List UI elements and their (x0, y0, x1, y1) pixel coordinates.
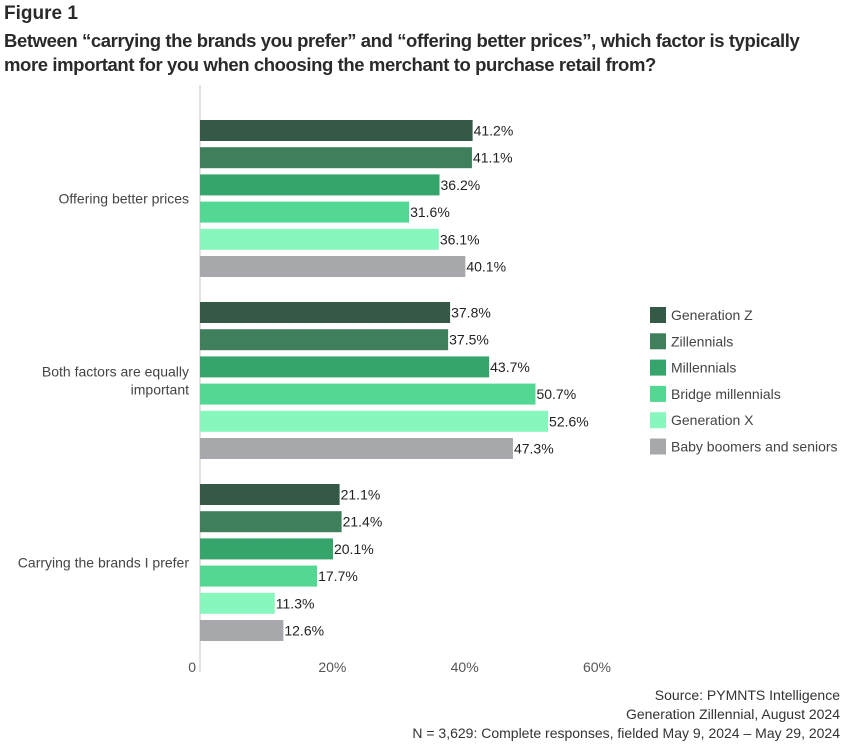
category-label: Carrying the brands I prefer (18, 555, 190, 571)
category-label-line: important (131, 382, 189, 398)
data-label: 17.7% (318, 568, 358, 584)
data-label: 40.1% (466, 259, 506, 275)
data-label: 12.6% (284, 623, 324, 639)
data-label: 41.1% (473, 150, 513, 166)
bar-bridge-millennials (200, 201, 410, 223)
category-label-line: Offering better prices (59, 191, 189, 207)
data-label: 11.3% (276, 595, 315, 611)
chart-title: Between “carrying the brands you prefer”… (4, 30, 800, 75)
category-label-line: Carrying the brands I prefer (18, 555, 190, 571)
figure-label: Figure 1 (4, 3, 78, 24)
bar-baby-boomers-and-seniors (200, 256, 466, 277)
x-tick-label: 60% (583, 659, 611, 675)
legend-swatch (650, 307, 666, 323)
data-label: 20.1% (334, 541, 374, 557)
legend-swatch (650, 385, 666, 402)
data-label: 43.7% (490, 359, 530, 375)
source-note: Source: PYMNTS Intelligence Generation Z… (412, 686, 840, 743)
bar-zillennials (200, 511, 342, 533)
bar-generation-x (200, 228, 439, 250)
legend-label: Bridge millennials (671, 386, 781, 402)
bar-zillennials (200, 329, 449, 351)
category-label-line: Both factors are equally (42, 364, 189, 380)
bar-generation-x (200, 592, 275, 614)
data-label: 36.2% (441, 177, 481, 193)
legend-swatch (650, 438, 666, 455)
bar-millennials (200, 174, 440, 196)
legend-label: Generation Z (671, 307, 753, 323)
data-label: 47.3% (514, 441, 554, 457)
legend-swatch (650, 359, 666, 376)
data-label: 36.1% (440, 231, 480, 247)
legend-swatch (650, 333, 666, 350)
x-tick-label: 0 (188, 659, 196, 675)
bar-generation-x (200, 410, 549, 432)
legend-swatch (650, 412, 666, 429)
category-label: Both factors are equally important (42, 364, 189, 398)
legend-label: Generation X (671, 412, 754, 428)
bar-millennials (200, 538, 333, 560)
bar-millennials (200, 356, 490, 378)
x-tick-label: 20% (318, 659, 346, 675)
source-line-1: Source: PYMNTS Intelligence (654, 687, 840, 703)
legend-label: Millennials (671, 360, 736, 376)
bar-generation-z (200, 484, 340, 505)
data-label: 21.4% (343, 514, 383, 530)
x-tick-label: 40% (451, 659, 479, 675)
bar-baby-boomers-and-seniors (200, 620, 284, 641)
data-label: 50.7% (536, 386, 576, 402)
source-line-2: Generation Zillennial, August 2024 (625, 706, 840, 722)
data-label: 37.5% (449, 332, 489, 348)
legend-label: Zillennials (671, 333, 733, 349)
data-label: 41.2% (474, 123, 514, 139)
data-label: 52.6% (549, 413, 589, 429)
bar-zillennials (200, 147, 472, 169)
bar-generation-z (200, 302, 451, 323)
data-label: 21.1% (341, 487, 381, 503)
bar-generation-z (200, 120, 473, 141)
bar-bridge-millennials (200, 383, 536, 405)
bar-bridge-millennials (200, 565, 318, 587)
data-label: 31.6% (410, 204, 450, 220)
data-label: 37.8% (451, 305, 491, 321)
bar-baby-boomers-and-seniors (200, 438, 513, 459)
category-label: Offering better prices (59, 191, 189, 207)
source-line-3: N = 3,629: Complete responses, fielded M… (412, 725, 840, 741)
legend-label: Baby boomers and seniors (671, 439, 838, 455)
